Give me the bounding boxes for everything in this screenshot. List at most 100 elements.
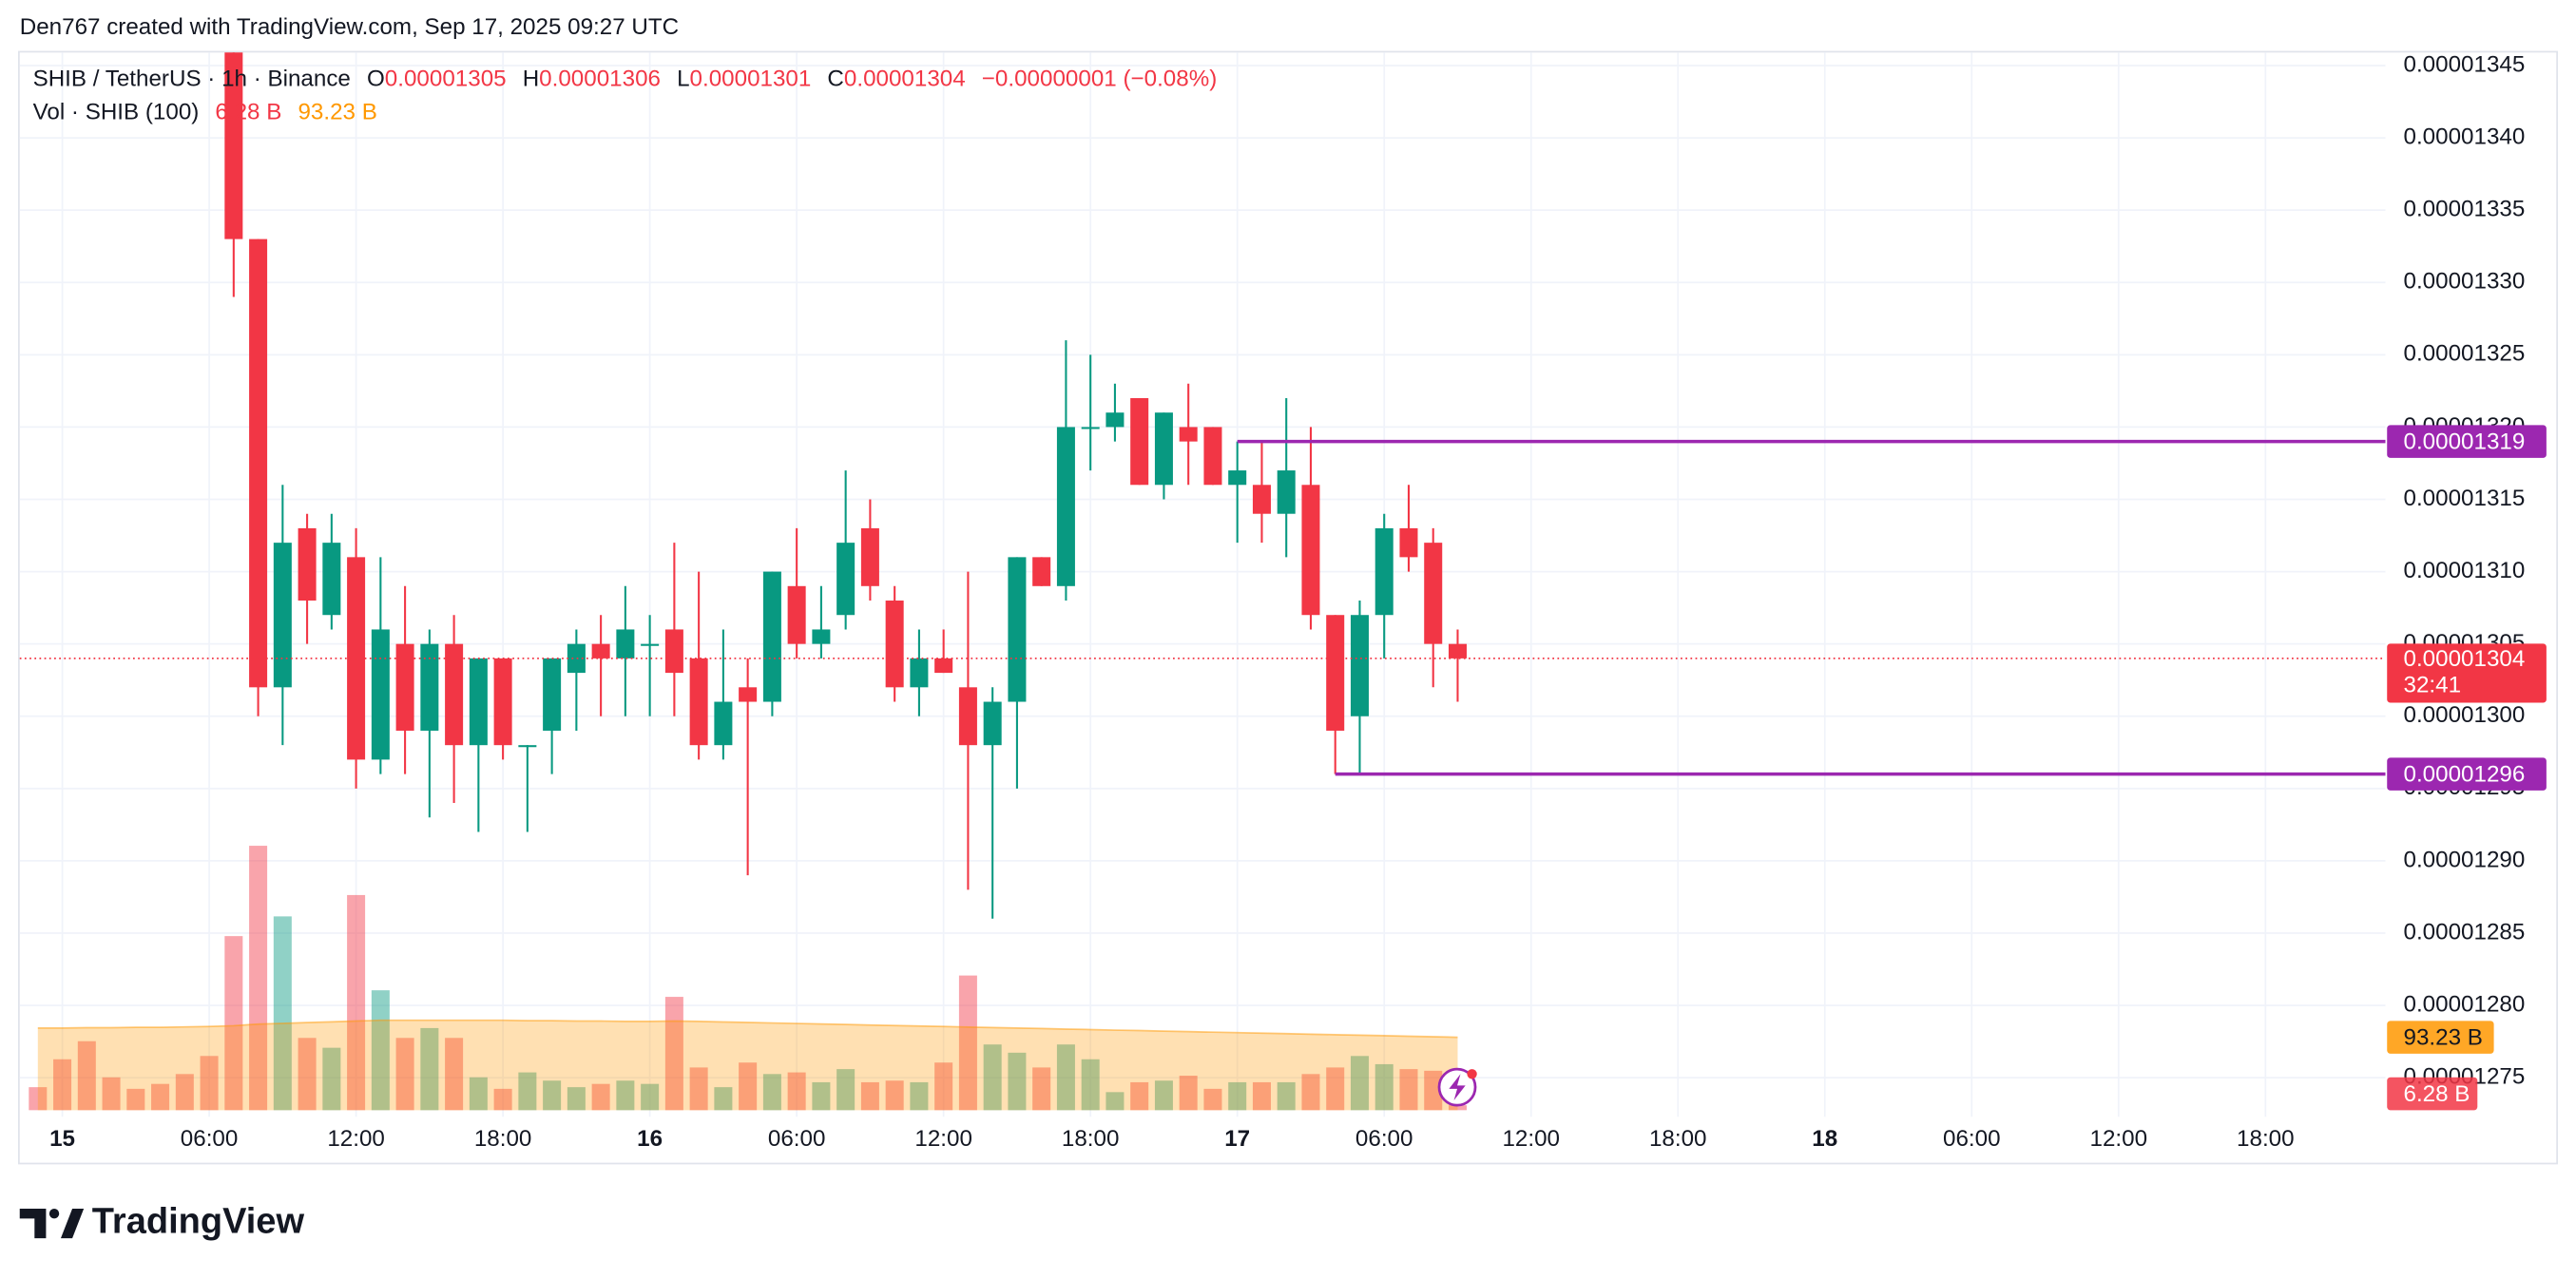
candle-body — [543, 658, 562, 731]
candle-body — [445, 643, 464, 746]
volume-bar — [836, 1069, 855, 1111]
candle-body — [493, 658, 512, 746]
y-tick-label: 0.00001280 — [2404, 991, 2526, 1017]
candle-body — [1179, 427, 1198, 442]
candle-body — [273, 543, 292, 688]
candle-body — [591, 643, 610, 659]
candle-body — [1326, 615, 1345, 731]
volume-bar — [983, 1044, 1002, 1111]
chart-frame — [18, 50, 2558, 1165]
volume-bar — [591, 1083, 610, 1111]
candle-body — [983, 701, 1002, 746]
candle-body — [1154, 412, 1173, 486]
y-tick-label: 0.00001310 — [2404, 558, 2526, 583]
x-tick-label: 06:00 — [1355, 1126, 1413, 1152]
volume-bar — [53, 1059, 72, 1111]
volume-ma-line — [37, 1019, 1458, 1039]
x-tick-label: 15 — [49, 1126, 75, 1152]
x-tick-label: 06:00 — [1943, 1126, 2001, 1152]
volume-bar — [126, 1088, 145, 1111]
candle-body — [836, 543, 855, 616]
level-label: 0.00001296 — [2404, 762, 2526, 788]
candle-body — [1105, 412, 1125, 428]
candle-body — [1008, 557, 1027, 702]
volume-bar — [1228, 1081, 1247, 1111]
volume-bar — [29, 1087, 48, 1111]
symbol: SHIB / TetherUS · 1h · Binance — [33, 67, 351, 92]
volume-ma-area — [37, 1020, 1458, 1111]
candle-body — [469, 658, 488, 746]
candle-body — [1130, 397, 1149, 486]
ohlc-value: 0.00001301 — [690, 67, 812, 92]
volume-bar — [1399, 1069, 1418, 1111]
volume-bar — [224, 936, 243, 1111]
volume-bar — [1424, 1070, 1443, 1111]
ohlc-value: 0.00001304 — [844, 67, 966, 92]
candle-body — [224, 52, 243, 239]
y-tick-label: 0.00001340 — [2404, 124, 2526, 149]
volume-box — [2387, 1077, 2478, 1111]
candle-body — [885, 601, 904, 688]
volume-bar — [787, 1072, 806, 1111]
volume-bar — [102, 1077, 121, 1111]
candle-body — [616, 629, 635, 659]
x-tick-label: 17 — [1224, 1126, 1250, 1152]
candle-body — [518, 745, 537, 748]
volume-bar — [1448, 1105, 1467, 1111]
x-tick-label: 18:00 — [474, 1126, 532, 1152]
y-tick-label: 0.00001290 — [2404, 847, 2526, 872]
countdown-label: 32:41 — [2404, 673, 2462, 698]
candle-body — [689, 658, 708, 746]
volume-bar — [714, 1087, 733, 1111]
volume-bar — [1008, 1052, 1027, 1111]
candle-body — [395, 643, 414, 731]
volume-bar — [298, 1038, 317, 1111]
volume-bar — [347, 894, 366, 1111]
candle-body — [371, 629, 390, 760]
level-label: 0.00001319 — [2404, 430, 2526, 455]
level-box — [2387, 757, 2547, 791]
candle-body — [714, 701, 733, 746]
volume-value: 6.28 B — [215, 100, 281, 125]
candle-body — [567, 643, 586, 674]
ohlc-label: O — [367, 67, 385, 92]
level-box — [2387, 425, 2547, 458]
volume-pane — [29, 846, 1467, 1111]
attribution: Den767 created with TradingView.com, Sep… — [20, 14, 679, 40]
volume-ma-value: 93.23 B — [298, 100, 376, 125]
ohlc-label: H — [523, 67, 539, 92]
candle-body — [641, 643, 660, 646]
volume-bar — [664, 997, 683, 1111]
legend-volume: Vol · SHIB (100) 6.28 B 93.23 B — [33, 100, 377, 125]
price-box — [2387, 643, 2547, 703]
volume-title: Vol · SHIB (100) — [33, 100, 200, 125]
candle-body — [958, 687, 977, 746]
volume-bar — [518, 1072, 537, 1111]
ohlc-label: L — [677, 67, 689, 92]
candle-body — [1424, 543, 1443, 644]
candle-body — [420, 643, 439, 731]
volume-ma-label: 93.23 B — [2404, 1025, 2483, 1051]
x-tick-label: 06:00 — [181, 1126, 239, 1152]
y-tick-label: 0.00001330 — [2404, 269, 2526, 295]
volume-bar — [1252, 1081, 1271, 1111]
volume-bar — [885, 1080, 904, 1111]
x-tick-label: 12:00 — [914, 1126, 972, 1152]
change: −0.00000001 (−0.08%) — [982, 67, 1217, 92]
candle-body — [1228, 470, 1247, 486]
candle-body — [812, 629, 831, 644]
x-tick-label: 12:00 — [327, 1126, 385, 1152]
volume-bar — [273, 916, 292, 1111]
candle-body — [249, 239, 268, 688]
volume-bar — [1326, 1067, 1345, 1111]
volume-bar — [689, 1067, 708, 1111]
volume-bar — [616, 1080, 635, 1111]
x-tick-label: 18:00 — [1062, 1126, 1120, 1152]
candle-body — [1448, 643, 1467, 659]
candle-body — [1081, 427, 1100, 430]
x-tick-label: 12:00 — [1502, 1126, 1560, 1152]
volume-bar — [249, 846, 268, 1111]
candle-body — [1252, 485, 1271, 514]
candle-body — [739, 687, 758, 702]
